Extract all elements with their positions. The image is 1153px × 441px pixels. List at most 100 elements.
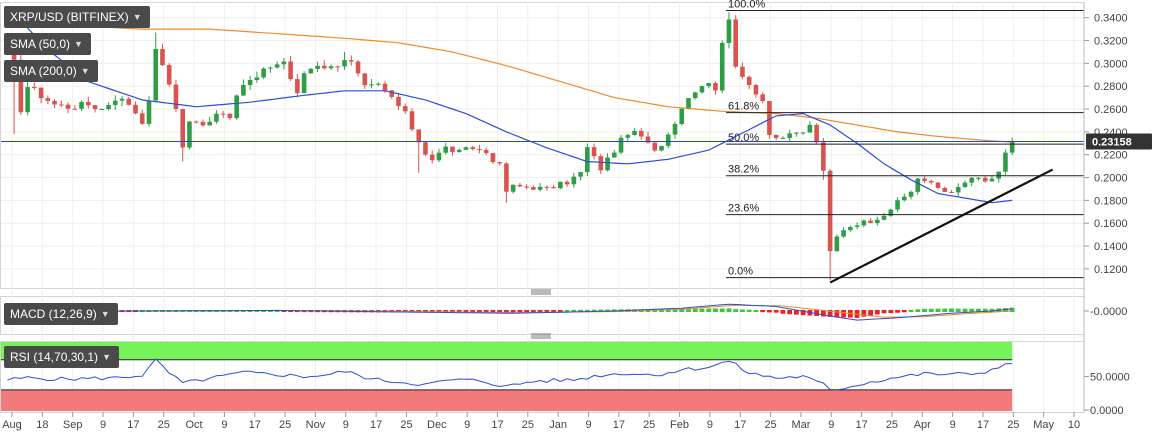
candle-body bbox=[463, 147, 469, 150]
candle-body bbox=[544, 186, 550, 188]
main-legend[interactable]: XRP/USD (BITFINEX) ▼ bbox=[4, 6, 150, 28]
candle-body bbox=[564, 181, 570, 185]
rsi-y-tick-label: 50.0000 bbox=[1090, 372, 1130, 384]
x-tick-label: 9 bbox=[464, 419, 470, 431]
candle-body bbox=[402, 106, 408, 112]
candle-body bbox=[153, 49, 159, 101]
candle-body bbox=[524, 186, 529, 188]
candle-body bbox=[740, 66, 745, 77]
macd-histogram-bar bbox=[517, 310, 523, 313]
macd-histogram-bar bbox=[753, 309, 759, 312]
candle-body bbox=[187, 121, 192, 148]
macd-histogram-bar bbox=[659, 309, 664, 312]
x-tick-label: Mar bbox=[791, 419, 810, 431]
candle-body bbox=[416, 129, 422, 143]
x-tick-label: 17 bbox=[491, 419, 503, 431]
candle-body bbox=[375, 83, 381, 85]
candle-body bbox=[794, 132, 799, 134]
macd-histogram-bar bbox=[787, 310, 793, 315]
sma200-legend[interactable]: SMA (200,0) ▼ bbox=[4, 60, 98, 82]
fib-level-label: 0.0% bbox=[728, 266, 753, 278]
y-tick-label: 0.2600 bbox=[1094, 104, 1128, 116]
x-tick-label: 25 bbox=[522, 419, 534, 431]
macd-histogram-bar bbox=[820, 310, 826, 317]
macd-histogram-bar bbox=[888, 310, 894, 314]
macd-histogram-bar bbox=[497, 310, 503, 313]
candle-body bbox=[665, 134, 671, 146]
candle-body bbox=[692, 92, 698, 99]
candle-body bbox=[875, 219, 880, 224]
candle-body bbox=[322, 65, 327, 69]
rsi-overbought-zone bbox=[1, 342, 1013, 360]
candle-body bbox=[638, 130, 644, 137]
macd-histogram-bar bbox=[490, 310, 496, 313]
macd-line bbox=[7, 303, 1013, 321]
macd-histogram-bar bbox=[281, 310, 287, 313]
candle-body bbox=[308, 68, 314, 74]
fib-level-label: 38.2% bbox=[728, 164, 759, 176]
macd-histogram-bar bbox=[578, 309, 583, 312]
candle-body bbox=[355, 61, 361, 74]
candle-body bbox=[504, 163, 509, 192]
macd-legend[interactable]: MACD (12,26,9) ▼ bbox=[4, 303, 118, 325]
sma50-legend[interactable]: SMA (50,0) ▼ bbox=[4, 33, 91, 55]
candle-body bbox=[436, 152, 442, 161]
rsi-legend[interactable]: RSI (14,70,30,1) ▼ bbox=[4, 346, 119, 368]
macd-histogram-bar bbox=[800, 310, 806, 316]
candle-body bbox=[962, 182, 968, 188]
macd-histogram-bar bbox=[510, 310, 516, 313]
macd-histogram-bar bbox=[679, 308, 685, 312]
candle-body bbox=[247, 80, 253, 86]
fib-level-label: 50.0% bbox=[728, 132, 759, 144]
y-tick-label: 0.3400 bbox=[1094, 13, 1128, 25]
candle-body bbox=[841, 230, 846, 237]
y-tick-label: 0.2200 bbox=[1094, 150, 1128, 162]
macd-histogram-bar bbox=[1003, 308, 1008, 312]
candle-body bbox=[409, 111, 415, 130]
candle-body bbox=[861, 220, 867, 226]
macd-histogram-bar bbox=[456, 310, 462, 313]
macd-histogram-bar bbox=[564, 309, 570, 312]
candle-body bbox=[200, 121, 206, 126]
candle-body bbox=[99, 109, 105, 111]
candle-body bbox=[719, 42, 725, 91]
candle-body bbox=[315, 65, 320, 69]
macd-histogram-bar bbox=[760, 310, 766, 313]
candle-body bbox=[531, 187, 536, 190]
candle-body bbox=[591, 147, 597, 157]
candle-body bbox=[429, 154, 435, 161]
candle-body bbox=[483, 149, 489, 154]
candle-body bbox=[834, 236, 840, 252]
candle-body bbox=[72, 108, 78, 110]
candle-body bbox=[92, 105, 98, 110]
candle-body bbox=[133, 104, 138, 114]
candle-body bbox=[800, 132, 806, 134]
candle-body bbox=[672, 124, 678, 135]
candle-body bbox=[443, 146, 449, 153]
macd-histogram-bar bbox=[928, 308, 934, 312]
candle-body bbox=[686, 98, 691, 109]
candle-body bbox=[119, 98, 125, 101]
candle-body bbox=[625, 135, 631, 138]
macd-histogram-bar bbox=[780, 310, 786, 314]
candle-body bbox=[510, 184, 516, 192]
candle-body bbox=[612, 152, 617, 158]
x-tick-label: 17 bbox=[613, 419, 625, 431]
caret-down-icon: ▼ bbox=[74, 39, 83, 49]
macd-histogram-bar bbox=[901, 310, 907, 313]
caret-down-icon: ▼ bbox=[100, 309, 110, 319]
sma200-line bbox=[7, 21, 1013, 143]
candle-body bbox=[787, 133, 792, 138]
x-tick-label: Oct bbox=[185, 419, 202, 431]
candle-body bbox=[922, 178, 927, 182]
macd-histogram-bar bbox=[868, 310, 873, 316]
candle-body bbox=[497, 162, 502, 164]
candle-body bbox=[827, 170, 833, 252]
candle-body bbox=[814, 124, 819, 143]
candle-body bbox=[578, 172, 583, 177]
macd-histogram-bar bbox=[908, 309, 914, 312]
macd-histogram-bar bbox=[247, 310, 253, 312]
